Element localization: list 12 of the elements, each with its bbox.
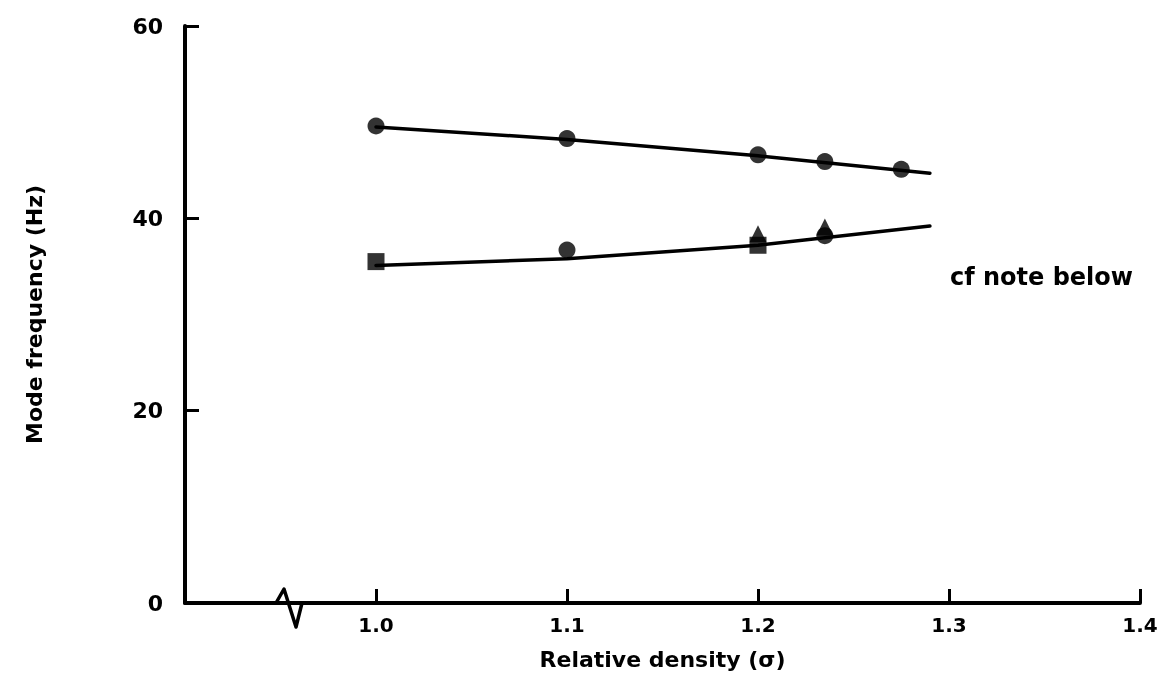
y-tick-label: 20: [132, 398, 163, 424]
y-tick-label: 0: [147, 590, 163, 616]
x-tick-label: 1.1: [549, 613, 585, 637]
y-tick-label: 40: [132, 205, 163, 231]
x-tick-label: 1.0: [358, 613, 394, 637]
x-axis-title: Relative density (σ): [539, 646, 786, 672]
annotation: cf note below: [949, 263, 1133, 291]
x-tick-label: 1.3: [931, 613, 967, 637]
y-tick-label: 60: [132, 13, 163, 39]
x-tick-label: 1.2: [740, 613, 776, 637]
x-tick-label: 1.4: [1122, 613, 1158, 637]
y-axis-title: Mode frequency (Hz): [21, 184, 47, 445]
